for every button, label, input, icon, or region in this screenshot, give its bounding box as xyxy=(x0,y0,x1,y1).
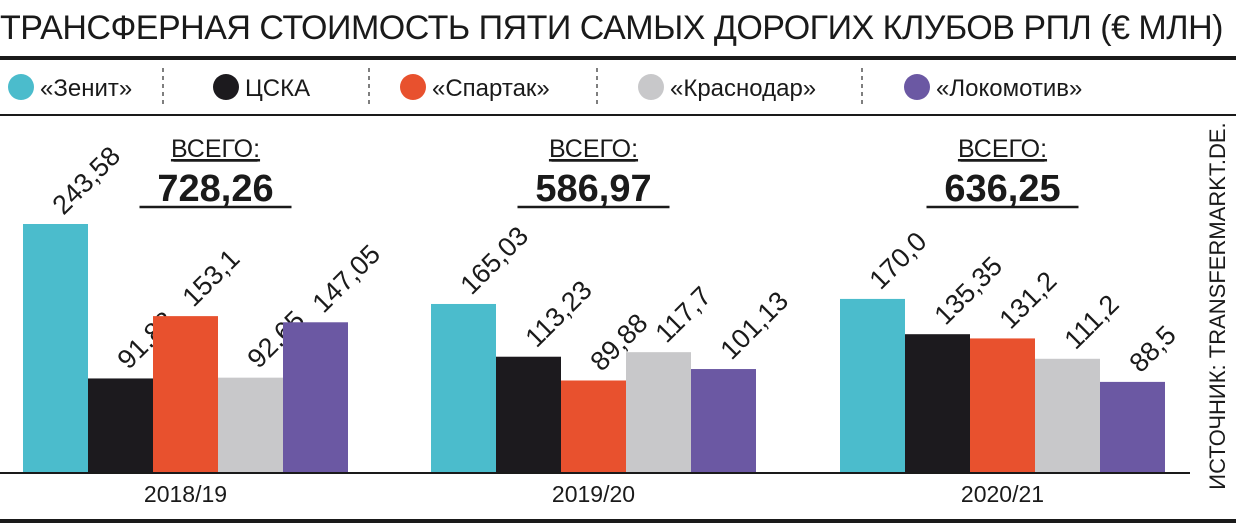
data-label: 101,13 xyxy=(715,286,795,366)
total-block: ВСЕГО: 586,97 xyxy=(517,135,670,210)
total-caption: ВСЕГО: xyxy=(958,135,1047,163)
legend-swatch xyxy=(400,74,426,100)
bar xyxy=(1035,358,1100,472)
legend: «Зенит» ЦСКА «Спартак» «Краснодар» «Локомоти… xyxy=(8,68,1082,108)
data-label: 153,1 xyxy=(177,243,246,312)
bar xyxy=(905,334,970,472)
data-label: 135,35 xyxy=(929,251,1009,331)
bar xyxy=(496,356,561,472)
x-axis: 2018/19 2019/20 2020/21 xyxy=(0,472,1236,523)
bar xyxy=(626,352,691,472)
data-label: 113,23 xyxy=(520,275,598,353)
legend-swatch xyxy=(8,74,34,100)
total-block: ВСЕГО: 728,26 xyxy=(139,135,292,210)
chart-title: ТРАНСФЕРНАЯ СТОИМОСТЬ ПЯТИ САМЫХ ДОРОГИХ… xyxy=(0,9,1223,47)
total-value: 586,97 xyxy=(535,168,651,210)
title-divider xyxy=(0,56,1236,60)
legend-swatch xyxy=(213,74,239,100)
legend-label: «Зенит» xyxy=(40,75,132,102)
category-label: 2020/21 xyxy=(961,481,1044,507)
bar xyxy=(840,298,905,472)
source-note: ИСТОЧНИК: TRANSFERMARKT.DE. xyxy=(1205,122,1230,489)
legend-item: «Краснодар» xyxy=(638,74,816,102)
bar xyxy=(218,377,283,472)
data-label: 147,05 xyxy=(307,239,387,319)
data-label: 88,5 xyxy=(1124,320,1182,378)
legend-swatch xyxy=(638,74,664,100)
legend-label: «Спартак» xyxy=(432,75,550,102)
total-caption: ВСЕГО: xyxy=(549,135,638,163)
bottom-rule xyxy=(0,519,1236,523)
bar xyxy=(1100,381,1165,472)
legend-label: «Локомотив» xyxy=(936,75,1082,102)
bar xyxy=(691,369,756,472)
bar xyxy=(23,224,88,472)
bar xyxy=(283,322,348,472)
data-label: 117,7 xyxy=(650,281,718,349)
bar xyxy=(88,378,153,472)
data-label: 243,58 xyxy=(47,141,127,221)
bar xyxy=(970,338,1035,472)
total-caption: ВСЕГО: xyxy=(171,135,260,163)
bar xyxy=(431,303,496,472)
total-value: 728,26 xyxy=(157,168,273,210)
legend-label: ЦСКА xyxy=(245,75,310,102)
legend-item: «Спартак» xyxy=(400,74,550,102)
legend-label: «Краснодар» xyxy=(670,75,816,102)
data-label: 170,0 xyxy=(864,226,933,295)
totals-layer: ВСЕГО: 728,26 ВСЕГО: 586,97 ВСЕГО: 636,25 xyxy=(139,135,1079,210)
category-label: 2018/19 xyxy=(144,481,227,507)
bar xyxy=(561,380,626,472)
data-label: 111,2 xyxy=(1059,289,1125,355)
bar xyxy=(153,316,218,472)
total-block: ВСЕГО: 636,25 xyxy=(926,135,1079,210)
data-label: 165,03 xyxy=(455,221,535,301)
category-label: 2019/20 xyxy=(552,481,635,507)
total-value: 636,25 xyxy=(944,168,1060,210)
legend-divider xyxy=(0,114,1236,116)
legend-item: «Локомотив» xyxy=(904,74,1082,102)
legend-swatch xyxy=(904,74,930,100)
legend-item: «Зенит» xyxy=(8,74,132,102)
legend-item: ЦСКА xyxy=(213,74,310,102)
